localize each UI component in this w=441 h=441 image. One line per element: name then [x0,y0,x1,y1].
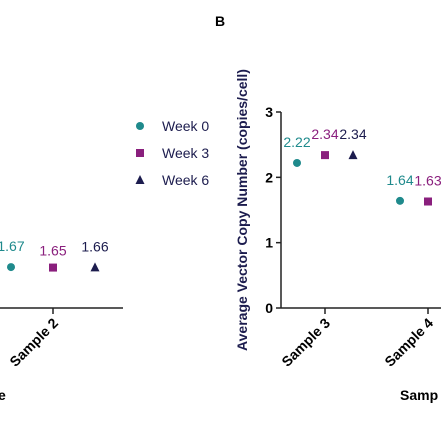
y-tick-label: 0 [265,300,273,316]
legend-label: Week 3 [162,145,209,161]
value-label: 2.22 [283,134,310,150]
value-label: 1.65 [39,243,66,259]
y-tick-label: 3 [265,104,273,120]
point [424,197,432,206]
y-axis-label: Average Vector Copy Number (copies/cell) [234,69,250,351]
y-tick-label: 2 [265,169,273,185]
legend-label: Week 6 [162,172,209,188]
point [293,158,301,167]
x-axis-label: Samp [400,387,438,403]
point [135,175,145,184]
value-label: 1.64 [386,172,413,188]
y-tick-label: 1 [265,235,273,251]
value-label: 1.67 [0,238,25,254]
point [348,150,358,160]
value-label: 1.63 [414,173,441,189]
point [321,151,329,160]
point [49,263,57,272]
value-label: 2.34 [339,126,366,142]
point [7,263,15,272]
point [136,149,144,157]
legend-label: Week 0 [162,118,209,134]
x-tick-label: Sample 4 [381,315,436,370]
x-axis-label: e [0,387,6,403]
point [90,262,100,272]
value-label: 2.34 [311,126,338,142]
point [396,196,404,205]
value-label: 1.66 [81,238,108,254]
point [136,122,144,130]
x-tick-label: Sample 3 [278,315,333,370]
panel-label: B [215,13,225,29]
x-tick-label: Sample 2 [6,315,61,370]
